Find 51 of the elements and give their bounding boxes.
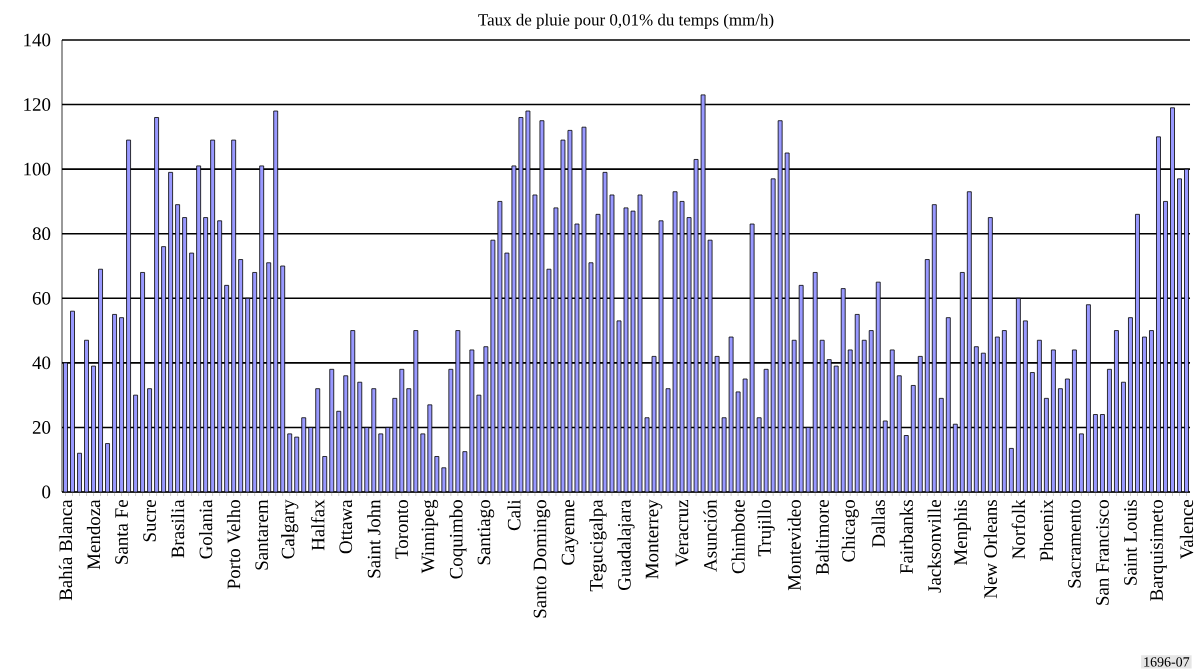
x-tick-label: Veracruz xyxy=(675,499,689,567)
x-tick-label: Tegucigalpa xyxy=(589,499,607,592)
x-tick-label: Menphis xyxy=(953,500,971,566)
x-tick-label: Santarem xyxy=(255,499,269,570)
x-tick-label: Toronto xyxy=(395,500,409,559)
x-tick-label: Chicago xyxy=(841,500,859,562)
x-tick-label: Asunción xyxy=(703,499,717,572)
x-tick-label: Cali xyxy=(507,499,521,531)
y-tick-label: 20 xyxy=(32,421,51,434)
x-tick-label: Monterrey xyxy=(645,499,663,579)
x-tick-label: Brasilia xyxy=(170,499,185,558)
x-tick-label: San Francisco xyxy=(1096,500,1109,605)
x-tick-label: Saint Louis xyxy=(1124,500,1137,585)
x-tick-label: Porto Velho xyxy=(226,500,241,589)
x-tick-label: Halfax xyxy=(310,499,325,551)
x-tick-label: Barquisimeto xyxy=(1150,500,1167,601)
x-tick-label: Fairbanks xyxy=(899,500,913,574)
y-tick-label: 120 xyxy=(24,98,51,111)
x-tick-label: Santo Domingo xyxy=(533,500,551,618)
x-tick-label: New Orleans xyxy=(983,500,997,599)
x-tick-label: Golania xyxy=(198,499,213,559)
x-tick-label: Santa Fe xyxy=(115,500,128,564)
x-tick-label: Montevideo xyxy=(787,500,801,591)
x-tick-label: Trujillo xyxy=(757,500,775,557)
y-tick-label: 0 xyxy=(42,485,51,499)
x-tick-label: Santiago xyxy=(477,500,495,565)
x-tick-label: Mendoza xyxy=(86,499,101,570)
x-tick-label: Sucre xyxy=(143,500,156,542)
x-tick-label: Jacksonville xyxy=(927,500,941,593)
x-tick-label: Phoenix xyxy=(1039,499,1054,561)
x-tick-label: Norfolk xyxy=(1011,499,1026,559)
x-tick-label: Ottawa xyxy=(339,499,353,554)
x-tick-label: Baltimore xyxy=(815,500,829,575)
x-tick-label: Chimbote xyxy=(731,500,745,574)
x-tick-label: Valence xyxy=(1179,500,1194,560)
y-tick-label: 100 xyxy=(24,162,51,176)
x-tick-label: Cayenne xyxy=(561,500,579,565)
x-tick-label: Guadalajara xyxy=(617,499,635,591)
x-tick-label: Bahía Blanca xyxy=(58,499,73,601)
y-tick-label: 80 xyxy=(32,227,51,241)
y-tick-label: 60 xyxy=(32,291,51,305)
x-tick-label: Coquimbo xyxy=(449,500,467,579)
x-tick-label: Sacramento xyxy=(1068,500,1081,588)
x-tick-label: Dallas xyxy=(871,500,885,548)
text: 1696-07 xyxy=(1144,657,1190,667)
x-tick-label: Saint John xyxy=(367,499,381,578)
y-tick-label: 140 xyxy=(24,33,51,47)
x-tick-label: Winnipeg xyxy=(421,499,439,574)
chart-title: Taux de pluie pour 0,01% du temps (mm/h) xyxy=(478,13,774,29)
y-tick-label: 40 xyxy=(32,356,51,370)
x-tick-label: Calgary xyxy=(281,499,299,559)
